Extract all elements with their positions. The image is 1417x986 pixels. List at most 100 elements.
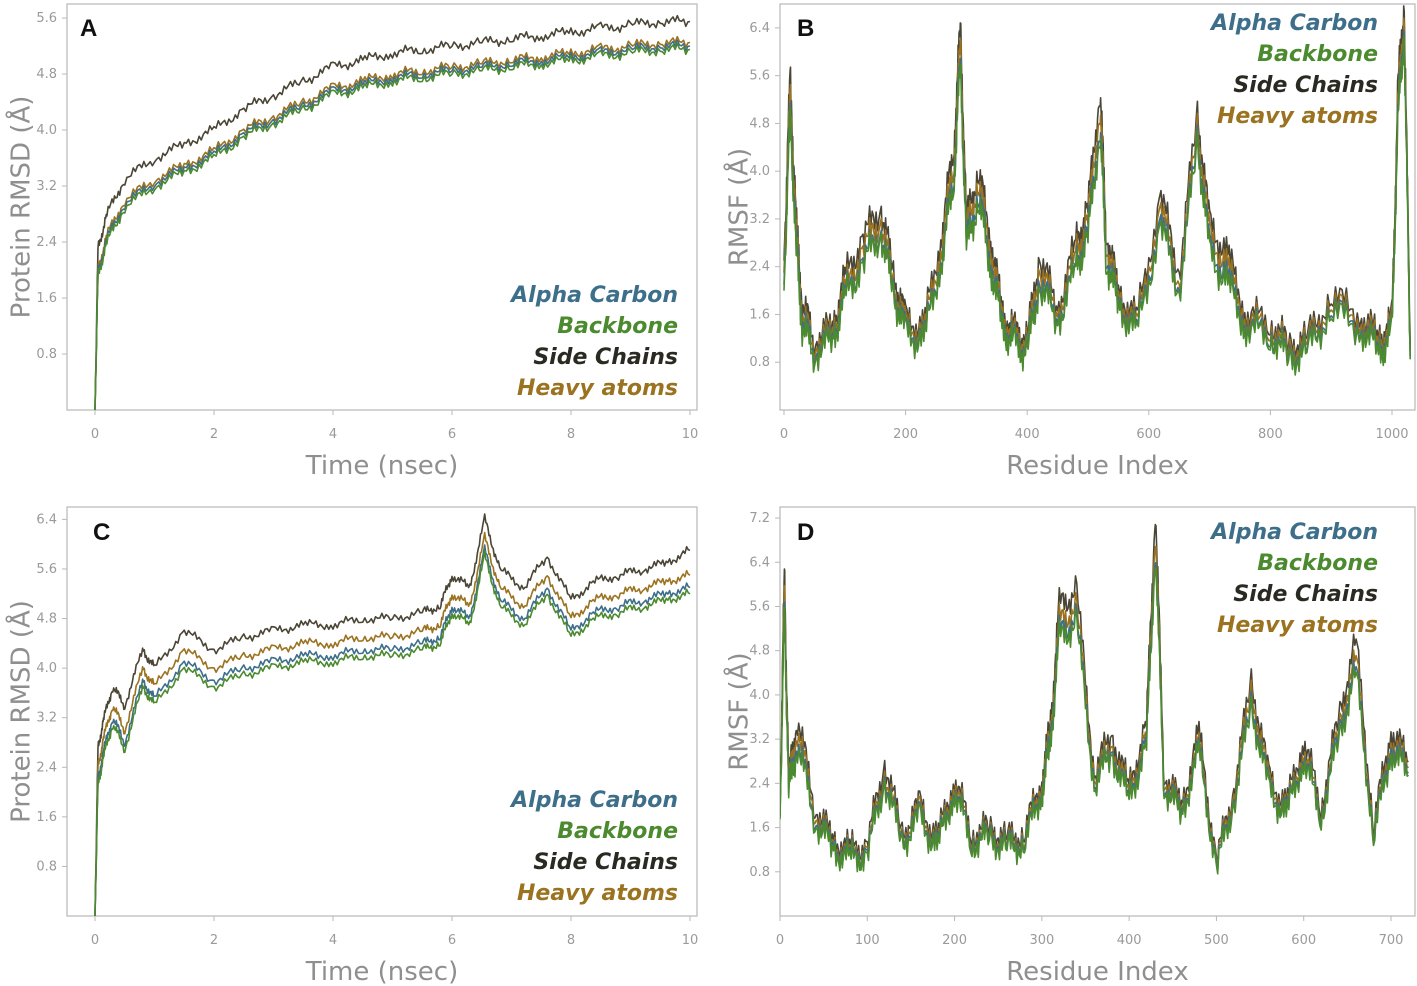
y-tick-label: 0.8 (36, 347, 57, 362)
y-tick-label: 3.2 (749, 732, 770, 747)
y-tick-label: 1.6 (36, 810, 57, 825)
panel-letter: C (93, 519, 110, 546)
x-tick-label: 100 (855, 933, 880, 948)
x-tick-label: 500 (1204, 933, 1229, 948)
x-tick-label: 1000 (1375, 427, 1408, 442)
plot-frame (66, 3, 698, 411)
x-tick-label: 0 (91, 427, 99, 442)
series-group (94, 14, 691, 410)
series-line-alpha-carbon (94, 544, 691, 916)
y-tick-label: 3.2 (36, 179, 57, 194)
y-axis-label: RMSF (Å) (723, 148, 755, 266)
y-tick-label: 6.4 (749, 21, 770, 36)
legend-entry-backbone: Backbone (1257, 42, 1378, 67)
x-tick-label: 0 (780, 427, 788, 442)
legend-entry-side-chains: Side Chains (1233, 73, 1378, 98)
series-line-backbone (94, 550, 691, 916)
series-line-side-chains (94, 14, 691, 410)
y-tick-label: 4.0 (749, 164, 770, 179)
x-axis-label: Time (nsec) (305, 451, 459, 481)
legend: Alpha Carbon Backbone Side Chains Heavy ato… (509, 283, 678, 401)
panel-c: 0 2 4 6 8 10 0.8 1.6 2.4 3.2 4.0 4.8 5.6 6.4 Time (nse… (5, 506, 699, 986)
series-line-backbone (94, 42, 691, 410)
legend-entry-side-chains: Side Chains (533, 345, 678, 370)
x-axis-label: Residue Index (1006, 957, 1188, 986)
plot-frame (66, 506, 698, 917)
series-line-backbone (783, 35, 1411, 376)
y-axis-label: Protein RMSD (Å) (5, 96, 37, 319)
legend-entry-heavy-atoms: Heavy atoms (1217, 613, 1378, 638)
y-tick-label: 5.6 (36, 562, 57, 577)
x-tick-label: 200 (942, 933, 967, 948)
panel-letter: A (80, 15, 97, 42)
x-tick-label: 600 (1291, 933, 1316, 948)
panel-letter: B (797, 15, 814, 42)
x-tick-label: 2 (210, 427, 218, 442)
x-tick-label: 6 (448, 427, 456, 442)
y-tick-label: 5.6 (36, 11, 57, 26)
legend-entry-side-chains: Side Chains (1233, 582, 1378, 607)
x-tick-label: 4 (329, 427, 337, 442)
y-tick-label: 2.4 (36, 760, 57, 775)
y-tick-label: 2.4 (749, 260, 770, 275)
legend: Alpha Carbon Backbone Side Chains Heavy ato… (1209, 520, 1378, 638)
y-tick-label: 5.6 (749, 599, 770, 614)
legend-entry-heavy-atoms: Heavy atoms (517, 881, 678, 906)
panel-d: 0 100 200 300 400 500 600 700 0.8 1.6 2.4 3.2 4.0 4.8… (723, 506, 1416, 986)
legend-entry-backbone: Backbone (1257, 551, 1378, 576)
y-tick-label: 0.8 (36, 859, 57, 874)
y-tick-label: 4.8 (749, 116, 770, 131)
y-tick-label: 0.8 (749, 355, 770, 370)
legend: Alpha Carbon Backbone Side Chains Heavy ato… (509, 788, 678, 906)
x-tick-label: 10 (682, 933, 699, 948)
panel-b: 0 200 400 600 800 1000 0.8 1.6 2.4 3.2 4.0 4.8 5.6 6.… (723, 3, 1416, 481)
y-tick-label: 1.6 (749, 821, 770, 836)
y-tick-label: 4.0 (36, 661, 57, 676)
series-line-heavy-atoms (94, 35, 691, 410)
y-tick-label: 6.4 (749, 555, 770, 570)
legend-entry-side-chains: Side Chains (533, 850, 678, 875)
y-tick-label: 3.2 (36, 711, 57, 726)
legend-entry-alpha-carbon: Alpha Carbon (1209, 11, 1378, 36)
x-axis-label: Residue Index (1006, 451, 1188, 481)
panel-a: 0 2 4 6 8 10 0.8 1.6 2.4 3.2 4.0 4.8 5.6 Time (nsec) P… (5, 3, 699, 481)
x-tick-label: 8 (567, 427, 575, 442)
legend-entry-alpha-carbon: Alpha Carbon (509, 283, 678, 308)
legend-entry-alpha-carbon: Alpha Carbon (509, 788, 678, 813)
series-group (94, 513, 691, 916)
panel-letter: D (797, 519, 814, 546)
x-tick-label: 600 (1136, 427, 1161, 442)
series-line-side-chains (783, 5, 1411, 361)
x-tick-label: 400 (1015, 427, 1040, 442)
x-tick-label: 800 (1258, 427, 1283, 442)
x-tick-label: 400 (1117, 933, 1142, 948)
x-tick-label: 6 (448, 933, 456, 948)
series-group (783, 5, 1411, 376)
y-tick-label: 1.6 (749, 307, 770, 322)
legend: Alpha Carbon Backbone Side Chains Heavy ato… (1209, 11, 1378, 129)
y-tick-label: 2.4 (749, 776, 770, 791)
legend-entry-heavy-atoms: Heavy atoms (1217, 104, 1378, 129)
legend-entry-backbone: Backbone (557, 819, 678, 844)
y-tick-label: 4.8 (749, 644, 770, 659)
y-tick-label: 4.0 (749, 688, 770, 703)
series-line-backbone (780, 567, 1410, 875)
plot-frame (779, 3, 1416, 411)
y-axis-label: RMSF (Å) (723, 652, 755, 770)
x-tick-label: 10 (682, 427, 699, 442)
x-tick-label: 0 (776, 933, 784, 948)
x-tick-label: 200 (893, 427, 918, 442)
series-line-alpha-carbon (94, 39, 691, 410)
series-line-alpha-carbon (780, 561, 1409, 872)
x-tick-label: 0 (91, 933, 99, 948)
y-tick-label: 4.8 (36, 612, 57, 627)
y-tick-label: 7.2 (749, 511, 770, 526)
series-line-heavy-atoms (94, 531, 691, 916)
legend-entry-alpha-carbon: Alpha Carbon (1209, 520, 1378, 545)
series-line-side-chains (94, 513, 691, 916)
x-axis-label: Time (nsec) (305, 957, 459, 986)
y-tick-label: 3.2 (749, 212, 770, 227)
legend-entry-backbone: Backbone (557, 314, 678, 339)
x-tick-label: 4 (329, 933, 337, 948)
